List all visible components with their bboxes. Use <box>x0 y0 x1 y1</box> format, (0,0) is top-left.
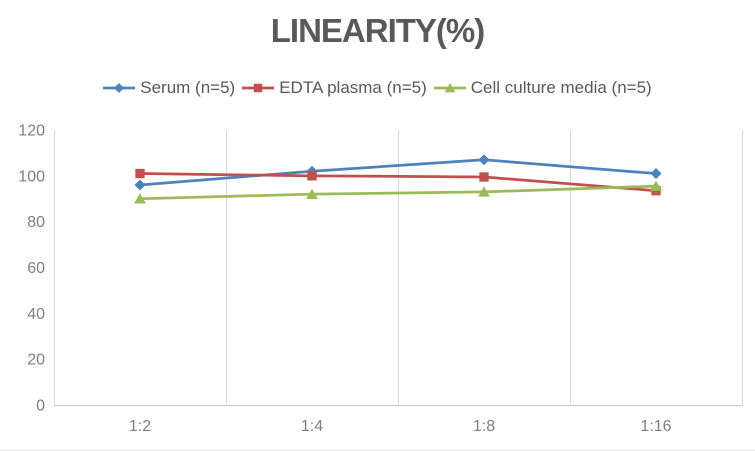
marker-serum-n-5-0 <box>134 179 146 191</box>
legend-label: EDTA plasma (n=5) <box>279 78 427 97</box>
marker-cell-culture-media-n-5-3 <box>650 180 662 191</box>
y-tick-label-80: 80 <box>27 214 45 231</box>
y-tick-label-40: 40 <box>27 306 45 323</box>
legend-item-edta-plasma-n-5: EDTA plasma (n=5) <box>242 78 427 98</box>
x-tick-label-1-8: 1:8 <box>473 418 495 435</box>
marker-cell-culture-media-n-5-1 <box>306 188 318 199</box>
series-cell-culture-media-n-5 <box>134 180 662 204</box>
marker-edta-plasma-n-5-2 <box>479 172 489 182</box>
legend-label: Serum (n=5) <box>140 78 236 97</box>
legend-glyph <box>114 83 125 93</box>
chart-title: LINEARITY(%) <box>270 12 486 49</box>
y-tick-label-60: 60 <box>27 260 45 277</box>
x-tick-label-1-4: 1:4 <box>301 418 323 435</box>
legend-marker-square-icon <box>242 83 275 93</box>
legend-glyph <box>444 83 456 93</box>
series-line-cell-culture-media-n-5 <box>139 184 657 201</box>
y-axis-labels: 0 20 40 60 80 100 120 <box>18 123 45 415</box>
x-tick-label-1-16: 1:16 <box>640 418 671 435</box>
legend-label: Cell culture media (n=5) <box>470 78 652 97</box>
marker-edta-plasma-n-5-0 <box>135 168 145 179</box>
chart-legend: Serum (n=5) EDTA plasma (n=5) Cell culture… <box>0 78 755 98</box>
legend-marker-triangle-icon <box>433 83 466 93</box>
x-tick-label-1-2: 1:2 <box>129 418 151 435</box>
series-line-edta-plasma-n-5 <box>139 172 657 193</box>
legend-glyph <box>253 83 263 93</box>
y-tick-label-0: 0 <box>36 398 45 415</box>
marker-serum-n-5-2 <box>478 154 490 166</box>
series-line-serum-n-5 <box>139 158 657 187</box>
y-tick-label-120: 120 <box>18 123 45 140</box>
marker-cell-culture-media-n-5-0 <box>134 193 146 204</box>
y-tick-label-100: 100 <box>18 168 45 185</box>
series-serum-n-5 <box>134 154 662 191</box>
marker-edta-plasma-n-5-1 <box>307 171 317 181</box>
y-tick-label-20: 20 <box>27 352 45 369</box>
marker-serum-n-5-3 <box>650 168 662 180</box>
marker-cell-culture-media-n-5-2 <box>478 186 490 197</box>
legend-marker-diamond-icon <box>103 83 136 93</box>
series-edta-plasma-n-5 <box>135 168 661 196</box>
legend-item-cell-culture-media-n-5: Cell culture media (n=5) <box>433 78 652 98</box>
x-axis-labels: 1:2 1:4 1:8 1:16 <box>129 418 672 435</box>
legend-item-serum-n-5: Serum (n=5) <box>103 78 235 98</box>
